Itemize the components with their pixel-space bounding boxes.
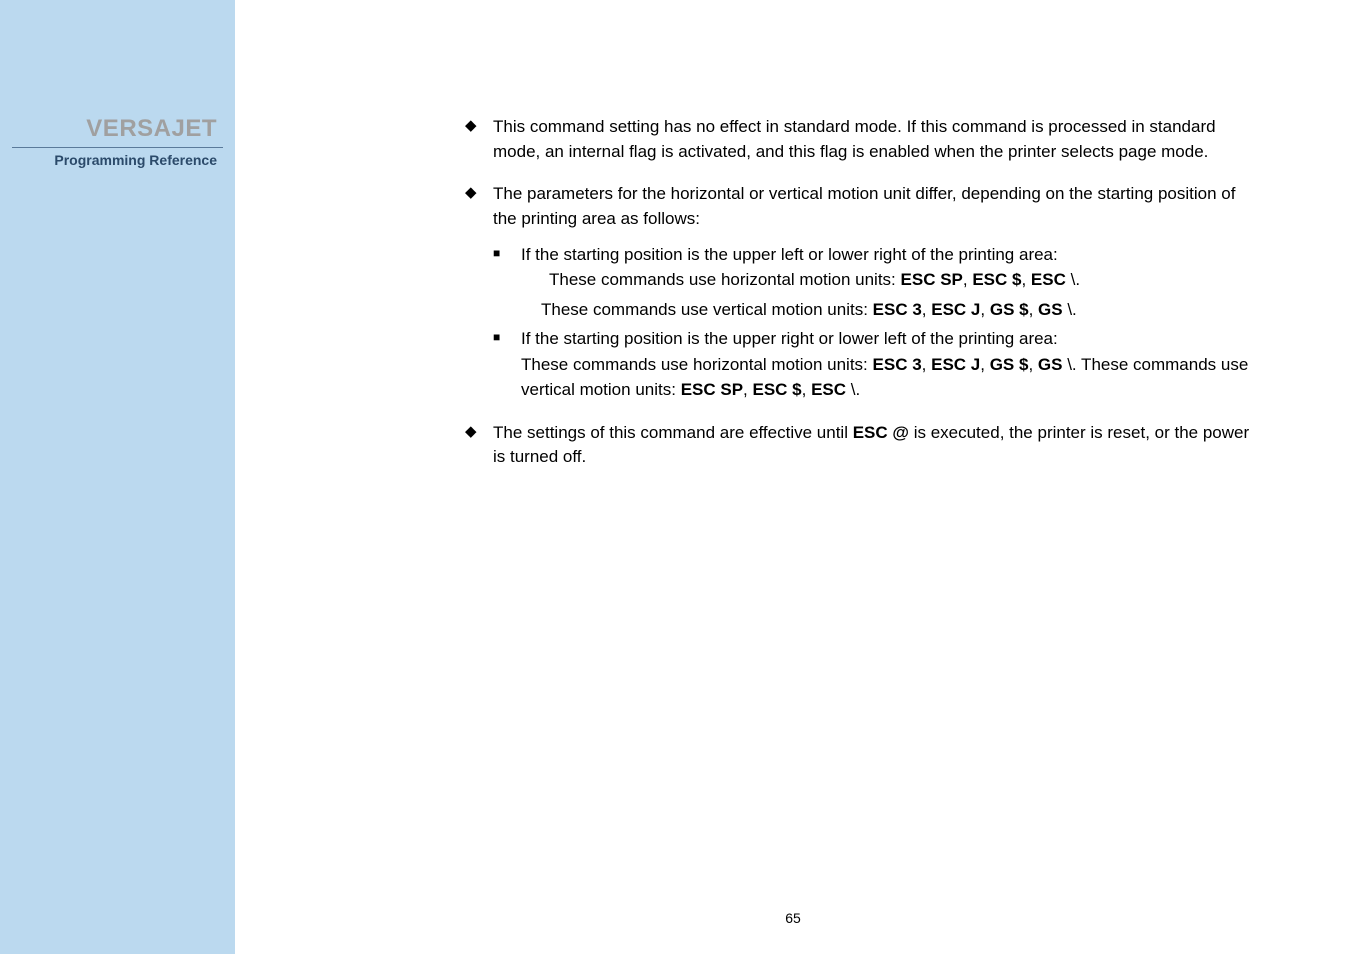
- bullet-text: The settings of this command are effecti…: [493, 423, 1249, 467]
- bullet-item: This command setting has no effect in st…: [465, 115, 1261, 164]
- sub-line: These commands use horizontal motion uni…: [521, 352, 1261, 403]
- cmd-bold: ESC $: [972, 270, 1021, 289]
- sub-line: These commands use horizontal motion uni…: [521, 267, 1261, 293]
- cmd-bold: ESC 3: [873, 355, 922, 374]
- line-tail: \.: [1066, 270, 1080, 289]
- cmd-bold: ESC: [1031, 270, 1066, 289]
- sidebar-divider: [12, 147, 223, 148]
- cmd-bold: ESC: [811, 380, 846, 399]
- bullet-item: The parameters for the horizontal or ver…: [465, 182, 1261, 402]
- sub-lead: If the starting position is the upper ri…: [521, 329, 1058, 348]
- page-container: VERSAJET Programming Reference This comm…: [0, 0, 1351, 954]
- sidebar-subtitle: Programming Reference: [0, 152, 235, 168]
- cmd-bold: GS: [1038, 355, 1063, 374]
- cmd-bold: GS $: [990, 355, 1029, 374]
- cmd-bold: GS $: [990, 300, 1029, 319]
- cmd-bold: ESC J: [931, 300, 980, 319]
- cmd-bold: ESC @: [853, 423, 909, 442]
- line-prefix: These commands use horizontal motion uni…: [549, 270, 901, 289]
- line-prefix: These commands use horizontal motion uni…: [521, 355, 873, 374]
- main-content: This command setting has no effect in st…: [235, 0, 1351, 954]
- cmd-bold: GS: [1038, 300, 1063, 319]
- sub-item: If the starting position is the upper ri…: [493, 326, 1261, 403]
- cmd-bold: ESC 3: [873, 300, 922, 319]
- page-number: 65: [235, 910, 1351, 926]
- cmd-bold: ESC SP: [681, 380, 743, 399]
- bullet-list: This command setting has no effect in st…: [465, 115, 1261, 470]
- sidebar: VERSAJET Programming Reference: [0, 0, 235, 954]
- bullet-text: The parameters for the horizontal or ver…: [493, 184, 1235, 228]
- bullet-text: This command setting has no effect in st…: [493, 117, 1216, 161]
- sub-item: If the starting position is the upper le…: [493, 242, 1261, 323]
- sub-list: If the starting position is the upper le…: [493, 242, 1261, 403]
- cmd-bold: ESC SP: [901, 270, 963, 289]
- cmd-bold: ESC $: [753, 380, 802, 399]
- bullet-item: The settings of this command are effecti…: [465, 421, 1261, 470]
- sub-line: These commands use vertical motion units…: [521, 297, 1261, 323]
- line-tail: \.: [1063, 300, 1077, 319]
- sidebar-title: VERSAJET: [0, 115, 235, 143]
- line-prefix: These commands use vertical motion units…: [541, 300, 873, 319]
- line-tail2: \.: [846, 380, 860, 399]
- sub-lead: If the starting position is the upper le…: [521, 245, 1058, 264]
- cmd-bold: ESC J: [931, 355, 980, 374]
- content-body: This command setting has no effect in st…: [295, 115, 1291, 470]
